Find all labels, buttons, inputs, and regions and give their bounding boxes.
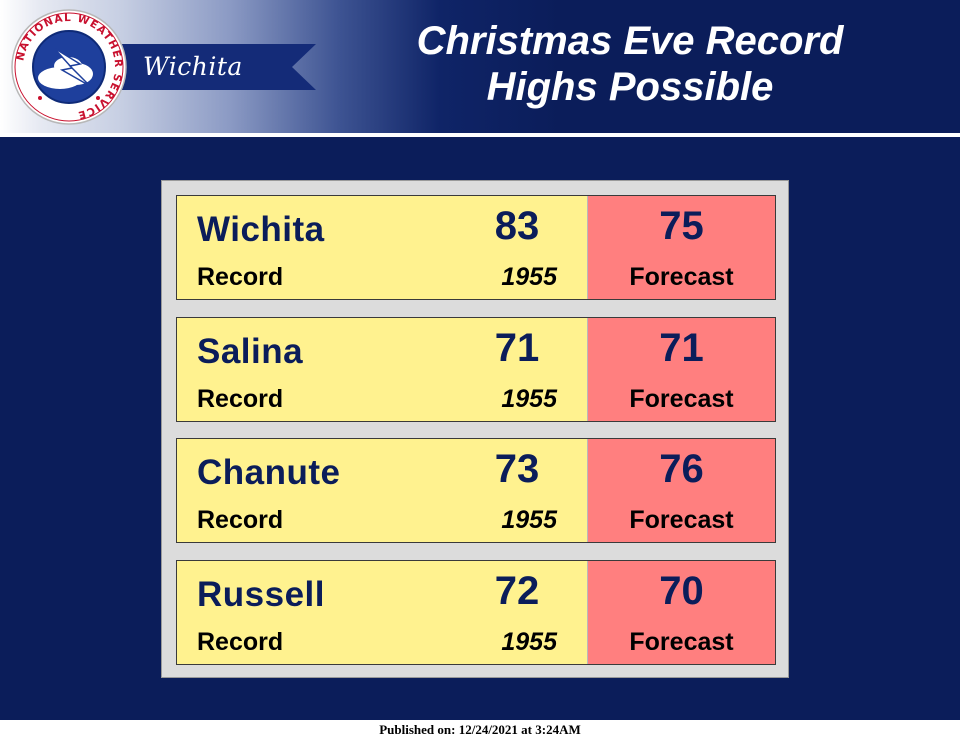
forecast-label: Forecast <box>629 506 734 534</box>
record-cell: Wichita 83 Record 1955 <box>177 196 587 299</box>
record-label: Record <box>197 506 284 534</box>
forecast-label: Forecast <box>629 628 734 656</box>
office-name: Wichita <box>143 52 243 81</box>
forecast-cell: 75 Forecast <box>587 196 775 299</box>
record-cell: Russell 72 Record 1955 <box>177 561 587 664</box>
record-label: Record <box>197 628 284 656</box>
city-name: Chanute <box>197 453 341 492</box>
title-line-2: Highs Possible <box>486 65 774 109</box>
forecast-value: 76 <box>659 447 704 491</box>
table-row: Chanute 73 Record 1955 76 Forecast <box>176 438 776 543</box>
forecast-label: Forecast <box>629 385 734 413</box>
table-row: Wichita 83 Record 1955 75 Forecast <box>176 195 776 300</box>
record-year: 1955 <box>501 628 557 656</box>
forecast-cell: 71 Forecast <box>587 318 775 421</box>
forecast-value: 71 <box>659 326 704 370</box>
forecast-cell: 76 Forecast <box>587 439 775 542</box>
city-name: Wichita <box>197 210 325 249</box>
record-value: 73 <box>494 447 540 491</box>
record-value: 83 <box>494 204 540 248</box>
city-name: Russell <box>197 575 325 614</box>
office-banner <box>88 44 318 90</box>
slide: Wichita NATIONAL WEATHER SERVICE Christm… <box>0 0 960 720</box>
record-year: 1955 <box>501 385 557 413</box>
city-name: Salina <box>197 332 304 371</box>
header-divider <box>0 133 960 137</box>
page-title: Christmas Eve Record Highs Possible <box>330 18 930 110</box>
table-row: Salina 71 Record 1955 71 Forecast <box>176 317 776 422</box>
record-cell: Chanute 73 Record 1955 <box>177 439 587 542</box>
forecast-cell: 70 Forecast <box>587 561 775 664</box>
table-row: Russell 72 Record 1955 70 Forecast <box>176 560 776 665</box>
record-label: Record <box>197 263 284 291</box>
record-year: 1955 <box>501 506 557 534</box>
published-timestamp: Published on: 12/24/2021 at 3:24AM <box>379 722 581 737</box>
record-cell: Salina 71 Record 1955 <box>177 318 587 421</box>
record-value: 72 <box>494 569 540 613</box>
nws-logo-icon: NATIONAL WEATHER SERVICE <box>10 8 128 126</box>
record-year: 1955 <box>501 263 557 291</box>
record-value: 71 <box>494 326 540 370</box>
forecast-value: 75 <box>659 204 704 248</box>
forecast-value: 70 <box>659 569 704 613</box>
record-label: Record <box>197 385 284 413</box>
title-line-1: Christmas Eve Record <box>416 19 844 63</box>
forecast-label: Forecast <box>629 263 734 291</box>
